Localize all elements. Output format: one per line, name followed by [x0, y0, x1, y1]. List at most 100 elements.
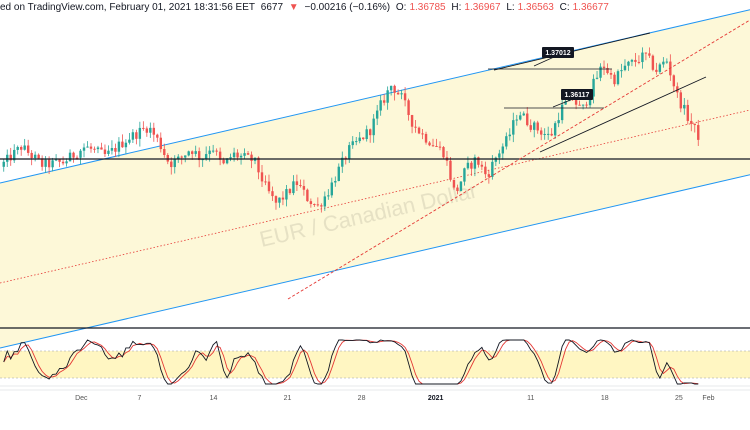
candle-body [82, 147, 86, 151]
candle-body [163, 149, 166, 156]
candle-body [686, 104, 689, 121]
candle-body [61, 161, 65, 164]
price-start: 6677 [260, 2, 284, 13]
candle-body [72, 152, 75, 158]
change-value: −0.00216 (−0.16%) [304, 2, 391, 13]
candle-body [23, 145, 26, 150]
candle-body [473, 157, 477, 169]
wedge-lower-line [539, 76, 707, 153]
candle-body [166, 155, 169, 162]
candle-body [281, 197, 285, 200]
candle-body [65, 161, 68, 164]
candle-body [403, 93, 407, 101]
candle-body [630, 59, 634, 62]
candle-body [302, 186, 306, 190]
candle-body [592, 78, 595, 97]
candle-body [208, 150, 211, 155]
candle-body [135, 132, 138, 139]
candle-body [173, 159, 176, 168]
candle-body [508, 134, 511, 137]
candle-body [243, 153, 246, 156]
candle-body [218, 151, 222, 160]
candle-body [574, 100, 578, 105]
candle-body [2, 161, 5, 167]
candles [2, 47, 700, 213]
candle-body [117, 141, 121, 152]
candle-body [546, 133, 550, 135]
candle-body [177, 156, 180, 160]
x-tick-label: 25 [675, 395, 683, 402]
candle-body [456, 187, 459, 192]
candle-body [299, 184, 302, 187]
candle-body [435, 145, 438, 147]
candle-body [225, 158, 229, 164]
candle-body [358, 137, 361, 142]
candle-body [459, 181, 463, 192]
candle-body [557, 120, 560, 124]
candle-body [389, 85, 393, 91]
candle-body [334, 180, 337, 183]
candle-body [260, 172, 264, 182]
candle-body [197, 151, 201, 161]
candle-body [75, 157, 79, 159]
candle-body [498, 153, 501, 158]
level-label-lower-text: 1.36117 [565, 92, 590, 99]
candle-body [86, 146, 89, 148]
candle-body [204, 154, 208, 160]
publisher-text: ed on TradingView.com, February 01, 2021… [0, 2, 255, 13]
candle-body [96, 147, 100, 150]
candle-body [232, 152, 236, 158]
candle-body [676, 86, 679, 93]
candle-body [316, 204, 320, 206]
candle-body [501, 146, 505, 154]
candle-body [540, 130, 543, 135]
candle-body [37, 154, 40, 159]
candle-body [215, 150, 218, 152]
candle-body [351, 141, 354, 146]
candle-body [679, 92, 683, 109]
candle-body [19, 146, 23, 150]
candle-body [124, 142, 128, 148]
candle-body [543, 133, 546, 135]
candle-body [26, 145, 30, 153]
candle-body [609, 73, 613, 75]
candle-body [634, 59, 637, 62]
candle-body [337, 166, 340, 181]
candle-body [267, 181, 271, 192]
candle-body [180, 156, 183, 158]
candle-body [6, 154, 9, 162]
channel-lower-line [0, 174, 750, 349]
candle-body [536, 122, 539, 131]
candle-body [452, 179, 456, 188]
chart-header: ed on TradingView.com, February 01, 2021… [0, 0, 750, 16]
candle-body [620, 70, 623, 72]
candle-body [470, 162, 473, 169]
candle-body [487, 174, 491, 177]
candle-body [100, 147, 103, 150]
x-tick-label: 28 [358, 395, 366, 402]
candle-body [648, 53, 651, 56]
candle-body [93, 148, 96, 150]
candle-body [201, 159, 204, 161]
candle-body [585, 104, 588, 106]
change-arrow: ▼ [288, 2, 299, 13]
candle-body [170, 161, 173, 168]
candle-body [505, 136, 508, 147]
candle-body [407, 100, 410, 116]
candle-body [114, 147, 117, 152]
candle-body [613, 74, 616, 85]
candle-body [588, 96, 592, 106]
candle-body [79, 150, 82, 158]
candle-body [327, 195, 330, 197]
candle-body [236, 152, 239, 158]
candle-body [145, 128, 149, 133]
candle-body [13, 149, 16, 161]
candle-body [637, 61, 641, 63]
candle-body [16, 146, 19, 150]
candle-body [239, 155, 243, 158]
candle-body [107, 150, 110, 154]
candle-body [400, 93, 403, 95]
candle-body [229, 157, 232, 159]
high-label: H: [451, 2, 462, 13]
